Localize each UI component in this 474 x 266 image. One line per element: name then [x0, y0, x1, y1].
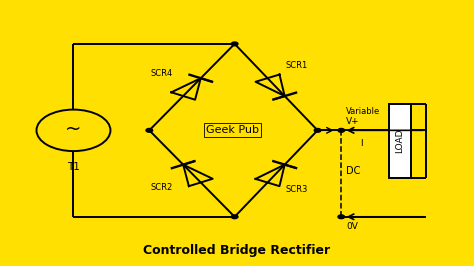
Text: Geek Pub: Geek Pub	[206, 125, 259, 135]
FancyBboxPatch shape	[389, 104, 411, 178]
Circle shape	[314, 128, 321, 132]
Circle shape	[338, 128, 345, 132]
Text: 0V: 0V	[346, 222, 358, 231]
Text: SCR2: SCR2	[151, 182, 173, 192]
Circle shape	[146, 128, 153, 132]
Text: I: I	[360, 139, 363, 148]
Text: ~: ~	[65, 119, 82, 139]
Text: DC: DC	[346, 165, 360, 176]
Circle shape	[231, 42, 238, 46]
Text: V+: V+	[346, 117, 360, 126]
Text: LOAD: LOAD	[396, 129, 404, 153]
Circle shape	[338, 215, 345, 219]
Text: SCR1: SCR1	[285, 61, 308, 70]
Circle shape	[231, 215, 238, 219]
Text: SCR3: SCR3	[285, 185, 308, 194]
Text: Variable: Variable	[346, 107, 380, 117]
Text: Controlled Bridge Rectifier: Controlled Bridge Rectifier	[144, 244, 330, 257]
Text: T1: T1	[67, 162, 80, 172]
Text: SCR4: SCR4	[151, 69, 173, 78]
